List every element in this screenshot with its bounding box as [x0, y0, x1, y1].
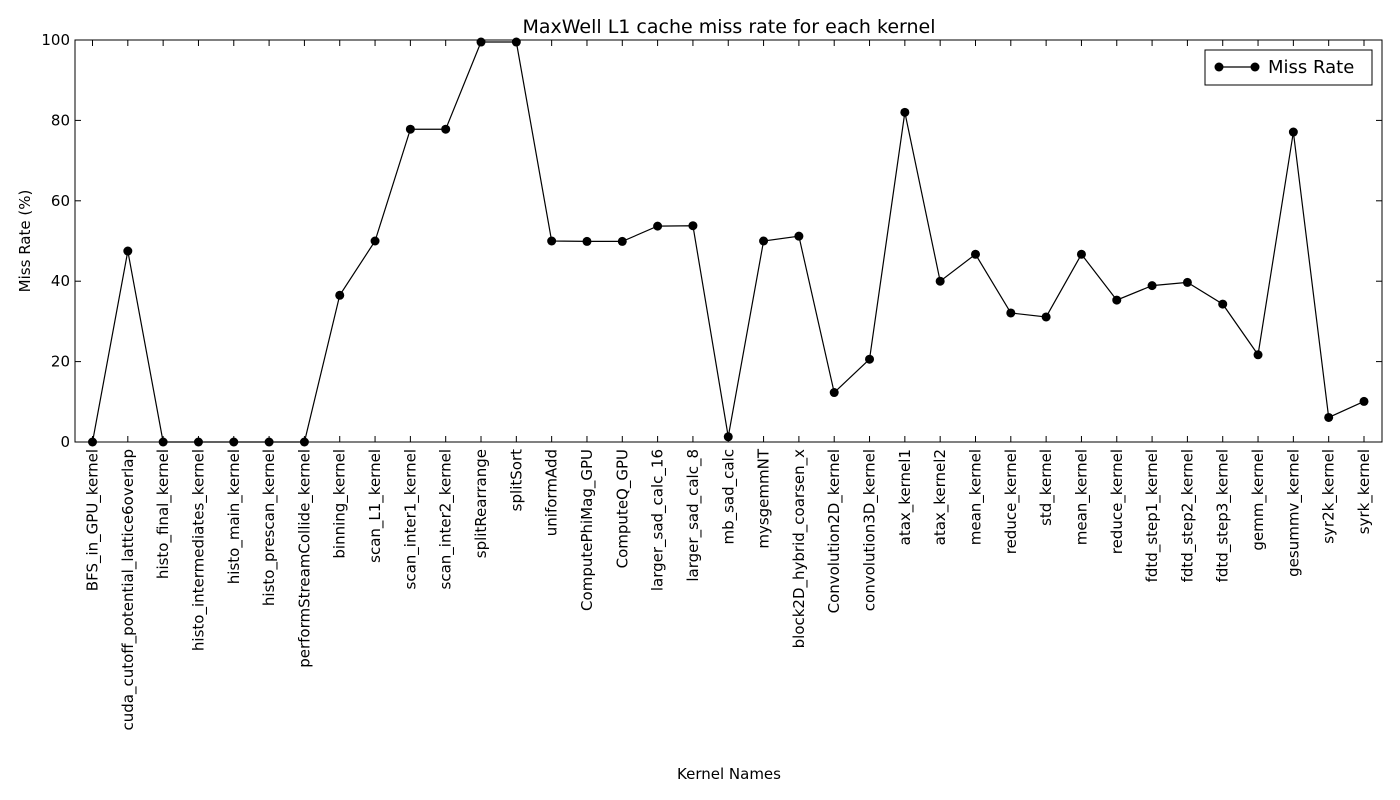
x-tick-label: scan_inter1_kernel	[401, 449, 420, 589]
x-tick-label: ComputePhiMag_GPU	[578, 449, 597, 611]
y-tick-label: 80	[51, 111, 70, 129]
x-tick-label: Convolution2D_kernel	[825, 449, 844, 613]
data-point	[794, 231, 804, 241]
legend-marker	[1250, 62, 1260, 72]
x-tick-label: BFS_in_GPU_kernel	[84, 449, 103, 591]
data-point	[653, 221, 663, 231]
data-point	[1288, 127, 1298, 137]
y-tick-label: 40	[51, 272, 70, 290]
data-point	[370, 236, 380, 246]
data-point	[1182, 277, 1192, 287]
x-tick-label: syr2k_kernel	[1320, 449, 1339, 544]
data-point	[123, 246, 133, 256]
x-tick-label: scan_inter2_kernel	[437, 449, 456, 589]
x-tick-label: gemm_kernel	[1249, 449, 1268, 551]
x-tick-label: histo_prescan_kernel	[260, 449, 279, 606]
y-tick-label: 0	[60, 433, 70, 451]
legend-marker	[1214, 62, 1224, 72]
x-tick-label: uniformAdd	[543, 449, 561, 536]
x-tick-label: histo_main_kernel	[225, 449, 244, 584]
x-tick-label: scan_L1_kernel	[366, 449, 385, 563]
x-tick-label: fdtd_step2_kernel	[1178, 449, 1197, 582]
data-point	[970, 249, 980, 259]
data-point	[1041, 312, 1051, 322]
data-point	[723, 432, 733, 442]
data-point	[935, 276, 945, 286]
x-tick-label: binning_kernel	[331, 449, 350, 559]
x-tick-label: atax_kernel1	[896, 449, 915, 545]
data-point	[865, 354, 875, 364]
data-point	[335, 290, 345, 300]
x-tick-label: cuda_cutoff_potential_lattice6overlap	[119, 449, 138, 730]
y-tick-label: 100	[41, 31, 70, 49]
data-point	[688, 221, 698, 231]
data-point	[405, 124, 415, 134]
data-point	[511, 37, 521, 47]
x-tick-label: mysgemmNT	[755, 448, 773, 548]
data-point	[1324, 412, 1334, 422]
series-line-miss-rate	[91, 41, 1365, 443]
x-tick-label: fdtd_step3_kernel	[1214, 449, 1233, 582]
data-point	[829, 388, 839, 398]
x-tick-label: mean_kernel	[1072, 449, 1091, 545]
series-layer	[88, 37, 1369, 447]
x-tick-label: splitRearrange	[472, 449, 490, 558]
chart-title: MaxWell L1 cache miss rate for each kern…	[522, 16, 935, 38]
x-tick-label: block2D_hybrid_coarsen_x	[790, 449, 809, 648]
x-tick-label: fdtd_step1_kernel	[1143, 449, 1162, 582]
x-tick-label: histo_final_kernel	[154, 449, 173, 579]
data-point	[1218, 299, 1228, 309]
x-tick-label: atax_kernel2	[931, 449, 950, 545]
data-point	[1359, 396, 1369, 406]
x-tick-label: splitSort	[507, 449, 525, 511]
x-tick-label: reduce_kernel	[1002, 449, 1021, 554]
data-point	[900, 107, 910, 117]
y-tick-label: 60	[51, 192, 70, 210]
legend: Miss Rate	[1204, 49, 1373, 86]
data-point	[617, 236, 627, 246]
data-point	[476, 37, 486, 47]
x-tick-label: larger_sad_calc_8	[684, 449, 703, 582]
x-tick-label: std_kernel	[1037, 449, 1056, 526]
x-tick-label: reduce_kernel	[1108, 449, 1127, 554]
x-tick-label: larger_sad_calc_16	[649, 449, 668, 591]
x-tick-label: mean_kernel	[966, 449, 985, 545]
data-point	[1253, 350, 1263, 360]
x-tick-label: syrk_kernel	[1355, 449, 1374, 534]
data-point	[759, 236, 769, 246]
y-axis-ticks: 0 20 40 60 80 100	[41, 31, 1382, 451]
y-tick-label: 20	[51, 353, 70, 371]
x-tick-label: histo_intermediates_kernel	[189, 449, 208, 651]
x-tick-label: gesummv_kernel	[1284, 449, 1303, 577]
x-axis-label: Kernel Names	[677, 765, 781, 783]
x-tick-label: convolution3D_kernel	[861, 449, 880, 611]
x-axis-ticks: BFS_in_GPU_kernel cuda_cutoff_potential_l…	[84, 40, 1374, 730]
data-point	[1112, 295, 1122, 305]
x-tick-label: ComputeQ_GPU	[613, 449, 632, 568]
data-point	[1147, 281, 1157, 291]
legend-label-miss-rate: Miss Rate	[1268, 57, 1354, 78]
data-point	[1006, 308, 1016, 318]
data-point	[547, 236, 557, 246]
x-tick-label: mb_sad_calc	[719, 449, 738, 545]
data-point	[1076, 249, 1086, 259]
data-point	[582, 236, 592, 246]
data-point	[441, 124, 451, 134]
x-tick-label: performStreamCollide_kernel	[295, 449, 314, 668]
plot-frame	[74, 39, 1383, 443]
y-axis-label: Miss Rate (%)	[16, 190, 34, 293]
